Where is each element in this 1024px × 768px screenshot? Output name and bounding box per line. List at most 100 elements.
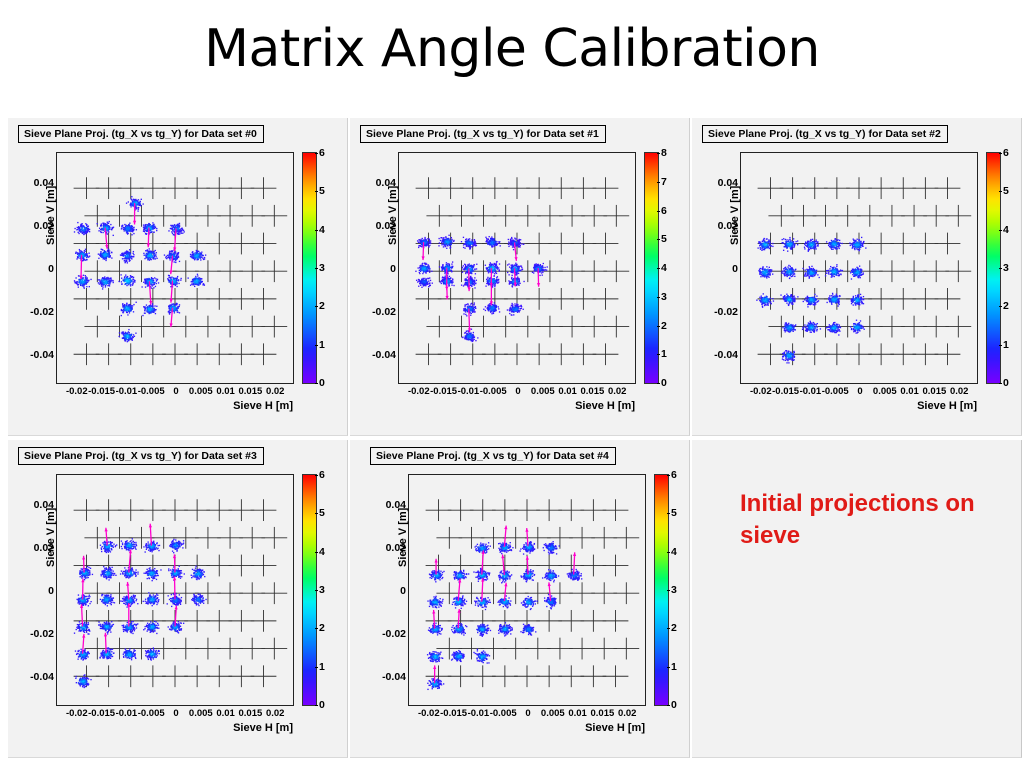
x-axis-tick: 0.015 [238, 386, 263, 397]
x-axis-tick: 0.02 [265, 708, 285, 719]
x-axis-tick: 0.005 [188, 708, 213, 719]
y-axis-tick: 0 [390, 263, 396, 275]
plot-panel-dataset-1[interactable]: Sieve Plane Proj. (tg_X vs tg_Y) for Dat… [350, 118, 690, 436]
y-axis-tick: 0 [48, 585, 54, 597]
y-axis-tick: 0.02 [33, 220, 54, 232]
color-scale-bar: 0 1 2 3 4 5 6 [654, 469, 677, 711]
color-scale-tick: 3 [315, 584, 325, 596]
x-axis-tick: 0 [525, 708, 531, 719]
y-axis-label: Sieve V [m] [45, 507, 57, 567]
color-scale-tick: 1 [657, 348, 667, 361]
y-axis-tick: 0.02 [717, 220, 738, 232]
color-scale-tick: 0 [315, 699, 325, 711]
color-scale-ticks: 0 1 2 3 4 5 6 [315, 469, 342, 711]
y-axis-tick: -0.02 [382, 628, 406, 640]
color-scale-tick: 6 [667, 469, 677, 481]
x-axis-tick: 0 [857, 386, 863, 397]
x-axis-tick: 0.005 [872, 386, 897, 397]
color-scale-tick: 3 [315, 262, 325, 274]
x-axis-tick: -0.015 [88, 708, 116, 719]
y-axis-tick: -0.04 [372, 348, 396, 361]
y-axis-tick: 0.04 [375, 177, 396, 190]
displacement-arrows [421, 242, 541, 332]
plot-frame[interactable]: Sieve V [m] 0.04 0.02 0 -0.02 -0.04 -0.02 -0.01… [382, 474, 646, 734]
color-scale-tick: 3 [667, 584, 677, 596]
plot-area: Sieve V [m] 0.04 0.02 0 -0.02 -0.04 -0.02 -0.01… [8, 144, 347, 435]
color-scale-tick: 4 [667, 545, 677, 558]
x-axis-tick: 0.02 [265, 386, 285, 397]
color-scale-tick: 0 [667, 699, 677, 711]
scatter-plot-svg [415, 177, 630, 366]
x-axis-tick: 0.01 [558, 386, 577, 397]
color-scale-bar: 0 1 2 3 4 5 6 [986, 147, 1009, 389]
x-axis-tick: -0.005 [821, 386, 849, 397]
plot-area: Sieve V [m] 0.04 0.02 0 -0.02 -0.04 -0.02 -0.01… [350, 466, 689, 757]
x-axis-label: Sieve H [m] [575, 400, 635, 412]
y-axis-label: Sieve V [m] [387, 185, 399, 245]
color-scale-gradient [655, 475, 668, 705]
color-scale-tick: 1 [999, 338, 1009, 351]
x-axis-ticks: -0.02 -0.015 -0.01 -0.005 0 0.005 0.01 0.015 0.0… [399, 386, 635, 400]
y-axis-tick: 0.02 [33, 542, 54, 554]
x-axis-tick: 0.005 [530, 386, 555, 397]
x-axis-tick: -0.02 [407, 386, 430, 397]
panel-title-dataset-0: Sieve Plane Proj. (tg_X vs tg_Y) for Dat… [18, 125, 264, 143]
color-scale-tick: 2 [999, 300, 1009, 313]
plot-frame[interactable]: Sieve V [m] 0.04 0.02 0 -0.02 -0.04 -0.02 -0.01… [372, 152, 636, 412]
x-axis-tick: -0.005 [489, 708, 517, 719]
plot-panel-dataset-3[interactable]: Sieve Plane Proj. (tg_X vs tg_Y) for Dat… [8, 440, 348, 758]
x-axis-tick: -0.015 [440, 708, 468, 719]
y-axis-tick: -0.02 [714, 306, 738, 318]
x-axis-tick: 0.02 [607, 386, 627, 397]
y-axis-tick: 0 [48, 263, 54, 275]
x-axis-tick: 0 [515, 386, 521, 397]
x-axis-tick: -0.01 [457, 386, 480, 397]
color-scale-tick: 4 [315, 223, 325, 236]
color-scale-gradient [303, 475, 316, 705]
x-axis-tick: -0.01 [799, 386, 822, 397]
y-axis-tick: -0.04 [714, 348, 738, 361]
color-scale-tick: 8 [657, 147, 667, 159]
plot-panel-dataset-0[interactable]: Sieve Plane Proj. (tg_X vs tg_Y) for Dat… [8, 118, 348, 436]
x-axis-ticks: -0.02 -0.015 -0.01 -0.005 0 0.005 0.01 0.015 0.0… [741, 386, 977, 400]
color-scale-ticks: 0 1 2 3 4 5 6 7 8 [657, 147, 684, 389]
notes-panel: Initial projections on sieve [692, 440, 1022, 758]
color-scale-tick: 2 [315, 622, 325, 635]
plot-panel-dataset-2[interactable]: Sieve Plane Proj. (tg_X vs tg_Y) for Dat… [692, 118, 1022, 436]
x-axis-tick: 0.015 [238, 708, 263, 719]
x-axis-tick: 0.015 [580, 386, 605, 397]
y-axis-tick: 0.04 [33, 499, 54, 512]
x-axis-tick: 0.01 [900, 386, 919, 397]
color-scale-tick: 5 [657, 233, 667, 246]
plot-area: Sieve V [m] 0.04 0.02 0 -0.02 -0.04 -0.02 -0.01… [8, 466, 347, 757]
note-text: Initial projections on sieve [740, 490, 975, 550]
x-axis-tick: 0.01 [216, 708, 235, 719]
plot-frame[interactable]: Sieve V [m] 0.04 0.02 0 -0.02 -0.04 -0.02 -0.01… [30, 474, 294, 734]
x-axis-tick: -0.005 [137, 386, 165, 397]
color-scale-ticks: 0 1 2 3 4 5 6 [315, 147, 342, 389]
sieve-hole-lattice [415, 177, 630, 366]
color-scale-tick: 4 [657, 262, 667, 274]
cluster-points [73, 196, 207, 343]
color-scale-gradient [303, 153, 316, 383]
y-axis-tick: 0 [400, 585, 406, 597]
plot-frame[interactable]: Sieve V [m] 0.04 0.02 0 -0.02 -0.04 -0.02 -0.01… [30, 152, 294, 412]
color-scale-tick: 5 [667, 507, 677, 520]
x-axis-tick: 0 [173, 386, 179, 397]
y-axis-label: Sieve V [m] [45, 185, 57, 245]
y-axis-tick: 0.04 [717, 177, 738, 190]
color-scale-gradient [645, 153, 658, 383]
x-axis-tick: -0.01 [467, 708, 490, 719]
color-scale-tick: 0 [315, 377, 325, 389]
plot-panel-dataset-4[interactable]: Sieve Plane Proj. (tg_X vs tg_Y) for Dat… [350, 440, 690, 758]
plot-frame[interactable]: Sieve V [m] 0.04 0.02 0 -0.02 -0.04 -0.02 -0.01… [714, 152, 978, 412]
x-axis-tick: 0.02 [949, 386, 969, 397]
panel-title-dataset-1: Sieve Plane Proj. (tg_X vs tg_Y) for Dat… [360, 125, 606, 143]
y-axis-tick: 0.02 [375, 220, 396, 232]
page-title: Matrix Angle Calibration [204, 19, 820, 79]
color-scale-tick: 1 [315, 338, 325, 351]
x-axis-label: Sieve H [m] [233, 400, 293, 412]
color-scale-tick: 5 [315, 185, 325, 198]
y-axis-tick: -0.02 [30, 306, 54, 318]
